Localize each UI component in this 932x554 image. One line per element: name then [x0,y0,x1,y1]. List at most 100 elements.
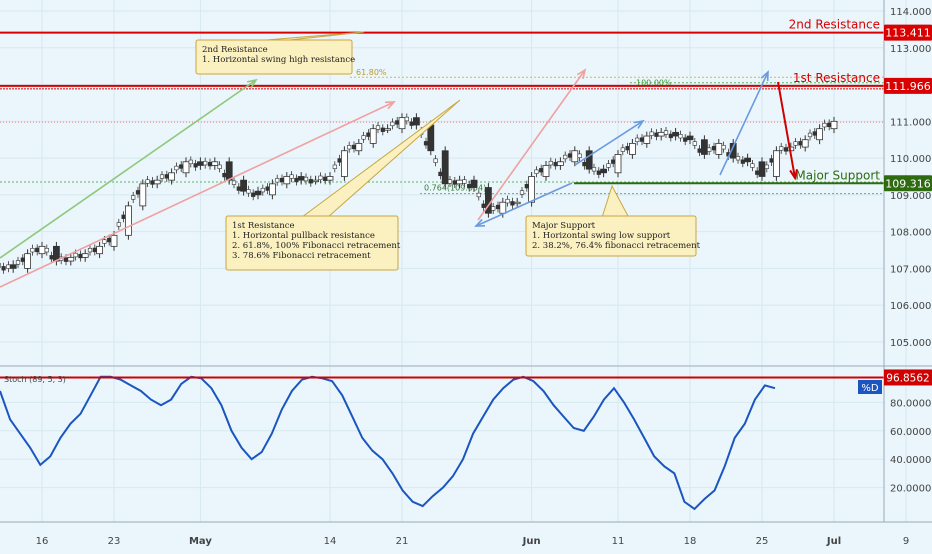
callout-1st-resistance-box [225,215,399,271]
level-name-label: Major Support [795,168,880,182]
candle-body [495,204,501,210]
candle-body [135,190,141,195]
price-tick-label: 108.000 [890,228,931,239]
stochastic-panel[interactable]: Stoch (89, 5, 3) [0,375,884,511]
candle-body [553,161,558,167]
candle-body [318,175,323,180]
stochastic-d-line [0,375,776,511]
candle-body [807,132,813,138]
trend-arrow-pink [0,101,395,288]
candle-body [505,198,510,204]
candle-body [366,132,371,137]
candle-body [735,156,741,161]
candle-body [361,135,366,140]
time-tick-label: 18 [684,536,697,547]
candle-body [827,122,832,128]
candle-body [81,253,89,258]
candle-body [438,171,443,177]
stoch-value-tag [884,369,932,386]
trend-arrow-pink-2 [477,69,586,221]
candle-body [294,177,299,183]
candle-body [519,190,525,195]
candle-body [620,147,625,152]
candle-body [222,172,227,178]
candle-body [577,153,582,158]
time-tick-label: Jul [826,536,841,547]
candle-body [643,135,651,144]
level-name-label: 1st Resistance [793,71,880,85]
candle-body [470,179,478,188]
candle-body [35,247,40,253]
candle-body [600,168,607,174]
candle-body [686,135,694,141]
candle-body [793,141,798,146]
candle-body [701,139,708,155]
candle-body [283,176,291,185]
candle-body [323,176,328,181]
candle-body [697,148,702,153]
time-tick-label: 23 [108,536,121,547]
level-price-tag-text: 113.411 [885,27,931,40]
candle-body [606,163,611,168]
candle-body [591,167,597,172]
candle-body [654,132,659,137]
candle-body [441,150,449,185]
candle-body [657,131,665,137]
trend-arrow-blue [574,120,644,166]
candle-body [649,131,654,136]
candle-body [755,170,760,175]
candle-body [67,256,75,262]
candle-body [678,134,683,139]
grid [0,0,907,522]
candle-body [139,183,147,207]
candle-body [96,245,103,255]
callout-1st-resistance-line: 3. 78.6% Fibonacci retracement [232,251,371,261]
candle-body [542,165,550,177]
candle-body [196,161,204,166]
candle-body [524,184,529,189]
candle-body [121,214,126,219]
stoch-tick-label: 80.0000 [890,398,931,409]
candle-body [721,145,726,150]
candle-body [625,146,630,151]
candle-body [168,172,176,181]
candle-body [822,122,827,128]
candle-body [764,164,769,169]
candle-body [107,237,112,243]
candle-body [467,184,472,189]
candle-body [380,127,385,132]
price-tick-label: 105.000 [890,338,931,349]
candle-body [303,176,309,182]
callout-1st-resistance-line: 1. Horizontal pullback resistance [232,231,375,241]
fib-618-label: 61.80% [356,68,387,77]
candle-body [672,131,679,137]
candle-body [326,176,334,181]
candle-body [240,179,248,192]
candle-body [44,248,49,253]
candle-body [24,253,32,269]
price-tick-label: 106.000 [890,301,931,312]
candle-body [539,168,544,173]
candle-body [251,192,256,197]
candle-body [30,248,35,253]
price-panel[interactable]: 61.80% 100.00% 0.764(109.034) 2nd Resistanc… [0,18,884,288]
candle-body [312,179,320,183]
candle-body [409,121,414,126]
candle-body [773,150,780,177]
candle-body [0,263,1,268]
stoch-tick-label: 40.0000 [890,455,931,466]
candle-body [499,201,507,214]
time-tick-label: 25 [756,536,769,547]
candle-body [510,201,515,206]
candle-body [179,164,184,169]
candle-body [174,165,179,171]
candle-body [375,125,381,130]
candle-body [783,147,789,152]
candle-body [812,131,817,136]
